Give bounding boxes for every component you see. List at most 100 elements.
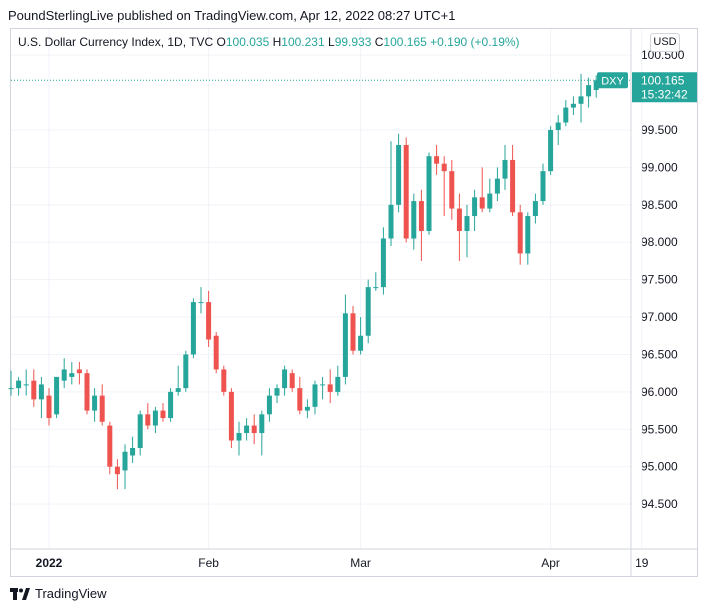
candle-body xyxy=(510,159,516,213)
candle xyxy=(190,298,196,359)
countdown-value: 15:32:42 xyxy=(641,87,688,101)
candle xyxy=(228,388,234,448)
candle-body xyxy=(426,156,432,232)
symbol-title: U.S. Dollar Currency Index, 1D, TVC xyxy=(18,35,214,49)
candle-body xyxy=(259,414,265,434)
candle-body xyxy=(137,414,143,448)
y-tick-label: 96.500 xyxy=(641,347,678,361)
candle-body xyxy=(350,313,356,351)
low-key: L xyxy=(328,35,335,49)
candle-body xyxy=(213,335,219,370)
candle xyxy=(320,376,326,400)
y-tick-label: 95.500 xyxy=(641,422,678,436)
candle-body xyxy=(494,178,500,194)
candle xyxy=(107,421,113,475)
candle-body xyxy=(114,466,120,475)
candle-body xyxy=(183,354,189,389)
candle-body xyxy=(8,388,14,390)
candle xyxy=(548,126,554,175)
candle-body xyxy=(388,204,394,239)
candle xyxy=(46,388,52,426)
candle-body xyxy=(456,208,462,232)
brand-name: TradingView xyxy=(35,586,107,601)
candle-body xyxy=(327,384,333,392)
candle-body xyxy=(16,380,22,389)
symbol-legend: U.S. Dollar Currency Index, 1D, TVC O100… xyxy=(18,35,520,49)
candle-body xyxy=(525,216,531,254)
y-tick-label: 95.000 xyxy=(641,460,678,474)
x-tick-label: Mar xyxy=(350,556,371,570)
candle-body xyxy=(266,395,272,415)
candle-body xyxy=(373,287,379,289)
candle xyxy=(61,358,67,389)
candle xyxy=(563,100,569,127)
candle xyxy=(38,376,44,419)
candle xyxy=(122,444,128,490)
candle xyxy=(327,369,333,404)
candle xyxy=(502,144,508,190)
y-tick-label: 96.000 xyxy=(641,385,678,399)
candle xyxy=(411,193,417,250)
candle xyxy=(69,361,75,385)
candle-body xyxy=(198,302,204,304)
symbol-tag-label: DXY xyxy=(601,75,624,87)
candle xyxy=(525,212,531,265)
candle xyxy=(335,365,341,396)
currency-button[interactable]: USD xyxy=(650,33,680,52)
candle xyxy=(54,376,60,419)
candle xyxy=(76,361,82,385)
candle-body xyxy=(578,96,584,104)
candle xyxy=(160,403,166,422)
chart-frame xyxy=(10,28,698,577)
candle-body xyxy=(38,384,44,400)
tradingview-brand[interactable]: TradingView xyxy=(10,586,107,601)
last-price-tag xyxy=(632,72,697,103)
candle xyxy=(145,403,151,430)
candle-body xyxy=(358,335,364,351)
candle xyxy=(304,399,310,419)
candle-body xyxy=(244,425,250,434)
candle-body xyxy=(418,201,424,232)
candle xyxy=(282,365,288,396)
open-value: 100.035 xyxy=(225,35,270,49)
y-tick-label: 97.000 xyxy=(641,310,678,324)
candle xyxy=(342,294,348,385)
candle xyxy=(183,350,189,392)
candle-body xyxy=(380,238,386,288)
candle xyxy=(479,167,485,213)
candle-body xyxy=(586,85,592,97)
candle-body xyxy=(570,103,576,108)
candle xyxy=(84,369,90,415)
candle xyxy=(358,317,364,355)
candle-body xyxy=(441,163,447,172)
candle xyxy=(593,75,599,98)
candle-body xyxy=(342,313,348,377)
candle xyxy=(236,421,242,456)
candle-body xyxy=(206,302,212,340)
candle-body xyxy=(190,302,196,355)
candle-body xyxy=(517,212,523,254)
candle xyxy=(350,305,356,355)
candle-body xyxy=(396,144,402,205)
candle xyxy=(130,436,136,463)
candle-body xyxy=(251,425,257,434)
candle xyxy=(456,193,462,261)
candle-body xyxy=(69,373,75,377)
candle xyxy=(517,204,523,265)
candle-body xyxy=(236,433,242,441)
candle-body xyxy=(472,197,478,217)
candle xyxy=(380,227,386,295)
candle-body xyxy=(152,410,158,426)
candle xyxy=(449,159,455,220)
y-tick-label: 98.000 xyxy=(641,235,678,249)
candle-body xyxy=(107,425,113,467)
candle-body xyxy=(365,287,371,336)
candle-body xyxy=(555,122,561,131)
candle xyxy=(244,418,250,441)
candle xyxy=(418,189,424,261)
candle xyxy=(570,96,576,116)
candle-body xyxy=(487,193,493,209)
candle xyxy=(274,384,280,404)
candle xyxy=(23,369,29,396)
